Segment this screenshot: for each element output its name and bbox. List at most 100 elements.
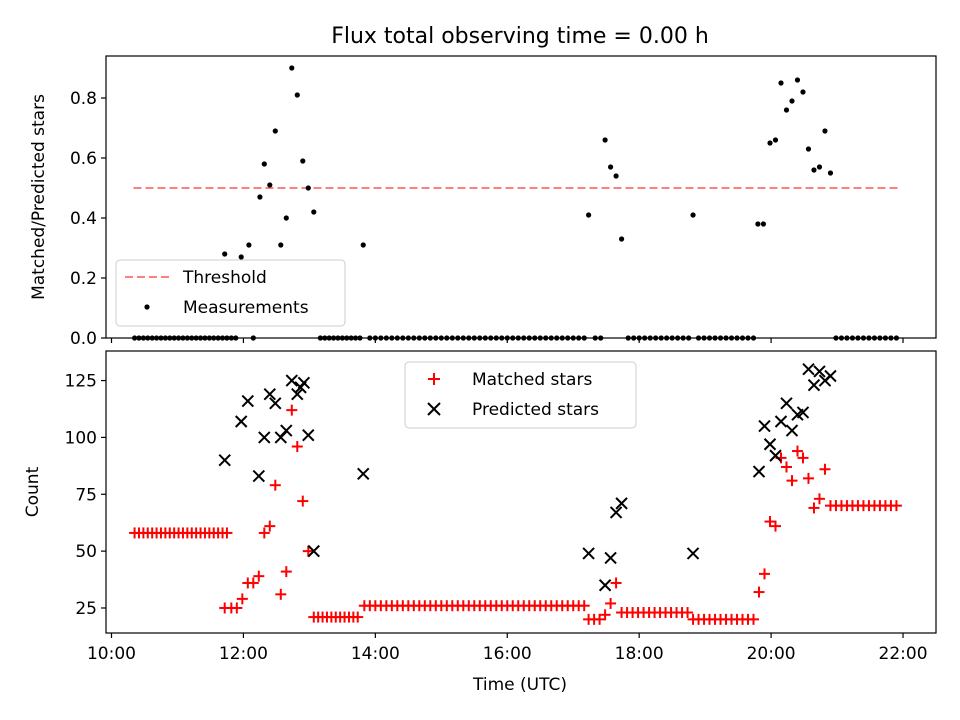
matched-star-point [231, 602, 243, 614]
y-tick-label: 75 [75, 485, 97, 505]
matched-star-point [813, 493, 825, 505]
matched-star-point [753, 586, 765, 598]
matched-star-point [297, 495, 309, 507]
predicted-star-point [609, 506, 623, 519]
x-tick-label: 20:00 [747, 644, 796, 664]
matched-star-point [258, 527, 270, 539]
predicted-stars-series [218, 362, 837, 592]
matched-star-point [291, 441, 303, 453]
measurement-point [778, 80, 784, 86]
measurement-point [305, 185, 311, 191]
measurement-point [222, 251, 228, 257]
matched-star-point [748, 613, 760, 625]
predicted-star-point [785, 424, 799, 437]
predicted-star-point [769, 449, 782, 462]
top-legend-box [115, 259, 346, 327]
predicted-star-point [604, 551, 617, 565]
top-y-axis-label: Matched/Predicted stars [29, 94, 49, 300]
bottom-legend-box [404, 361, 637, 429]
predicted-star-point [263, 388, 277, 401]
top-x-ticks [110, 338, 904, 343]
measurement-point [690, 212, 696, 218]
predicted-star-point [302, 428, 315, 442]
measurement-point [783, 107, 790, 113]
matched-stars-legend-label: Matched stars [472, 370, 592, 390]
predicted-stars-legend-label: Predicted stars [472, 400, 599, 420]
predicted-star-point [252, 469, 266, 483]
matched-star-point [253, 570, 265, 582]
x-tick-label: 12:00 [219, 644, 268, 664]
measurement-point [261, 161, 267, 167]
top-panel: 0.00.20.40.60.8 Matched/Predicted stars … [29, 55, 937, 349]
measurement-point [760, 221, 767, 227]
measurement-point [289, 65, 295, 71]
predicted-star-point [291, 388, 304, 401]
top-y-ticks: 0.0 0.2 0.4 0.6 0.8 [70, 89, 106, 349]
bottom-y-axis-label: Count [23, 466, 43, 517]
matched-star-point [791, 445, 803, 457]
measurement-point [767, 140, 773, 146]
matched-star-point [890, 500, 902, 512]
predicted-star-point [615, 497, 628, 510]
matched-star-point [221, 527, 233, 539]
y-tick-label: 0.2 [70, 269, 97, 289]
measurement-point [811, 167, 817, 173]
measurements-legend-label: Measurements [183, 298, 309, 318]
measurements-legend-swatch [144, 304, 150, 310]
y-tick-label: 0.0 [70, 329, 97, 349]
x-tick-label: 22:00 [879, 644, 928, 664]
matched-star-point [769, 520, 781, 532]
measurement-point [805, 146, 812, 152]
predicted-star-point [280, 424, 293, 437]
predicted-star-point [598, 579, 612, 592]
predicted-star-point [813, 365, 826, 378]
predicted-star-point [241, 394, 255, 408]
measurement-point [238, 254, 244, 260]
measurement-point [294, 92, 300, 98]
measurement-point [816, 164, 823, 170]
matched-star-point [275, 588, 287, 600]
measurement-point [246, 242, 252, 248]
x-tick-label: 18:00 [615, 644, 664, 664]
bottom-panel: 10:00 12:00 14:00 16:00 18:00 20:00 22:00 25 50… [23, 350, 937, 695]
matched-star-point [599, 609, 611, 621]
predicted-star-point [297, 376, 311, 390]
x-tick-label: 10:00 [87, 644, 136, 664]
measurement-point [789, 98, 795, 104]
chart-title: Flux total observing time = 0.00 h [331, 24, 709, 49]
bottom-x-ticks: 10:00 12:00 14:00 16:00 18:00 20:00 22:00 [87, 633, 928, 664]
measurement-point [360, 242, 366, 248]
matched-star-point [786, 475, 798, 487]
top-plot-frame [105, 55, 937, 339]
matched-star-point [264, 520, 276, 532]
y-tick-label: 0.4 [70, 209, 97, 229]
predicted-star-point [763, 438, 777, 451]
matched-star-point [610, 577, 622, 589]
predicted-star-point [752, 465, 766, 478]
matched-star-point [578, 600, 590, 612]
predicted-star-point [285, 374, 298, 387]
measurement-point [800, 89, 806, 95]
measurement-point [278, 242, 284, 248]
predicted-star-point [269, 397, 282, 410]
predicted-star-point [758, 419, 771, 433]
predicted-star-point [824, 369, 837, 383]
predicted-star-point [218, 453, 231, 467]
matched-star-point [780, 461, 792, 473]
threshold-legend-label: Threshold [182, 268, 267, 288]
measurement-point [257, 194, 263, 200]
matched-star-point [802, 472, 814, 484]
matched-star-point [808, 502, 820, 514]
y-tick-label: 100 [65, 428, 97, 448]
matched-star-point [759, 568, 771, 580]
measurement-point [586, 212, 592, 218]
bottom-legend: Matched stars Predicted stars [404, 361, 637, 429]
matched-star-point [797, 452, 809, 464]
predicted-star-point [307, 544, 320, 558]
matched-star-point [302, 545, 314, 557]
predicted-star-point [357, 467, 370, 481]
bottom-plot-marks [129, 362, 902, 625]
y-tick-label: 125 [65, 372, 97, 392]
measurement-point [300, 158, 306, 164]
measurement-point [602, 137, 608, 143]
